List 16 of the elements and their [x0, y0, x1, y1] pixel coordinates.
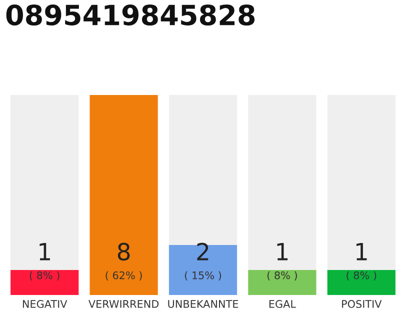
annotation: ( 8% )	[30, 271, 60, 280]
annotation: ( 62% )	[106, 271, 142, 280]
annotation: ( 8% )	[267, 271, 297, 280]
chart-title: 0895419845828	[6, 4, 255, 26]
annotation: ( 8% )	[346, 271, 376, 280]
x-tick-label: NEGATIV	[22, 300, 68, 308]
data-label: 1	[40, 243, 50, 260]
data-label: 8	[118, 242, 130, 261]
x-tick-label: UNBEKANNTE	[168, 300, 238, 308]
data-label: 1	[356, 243, 367, 260]
x-tick-label: VERWIRREND	[88, 300, 159, 308]
annotation: ( 15% )	[184, 271, 222, 280]
x-tick-label: POSITIV	[342, 300, 382, 308]
data-label: 2	[197, 242, 208, 260]
x-tick-label: EGAL	[269, 300, 296, 308]
data-label: 1	[277, 243, 288, 260]
